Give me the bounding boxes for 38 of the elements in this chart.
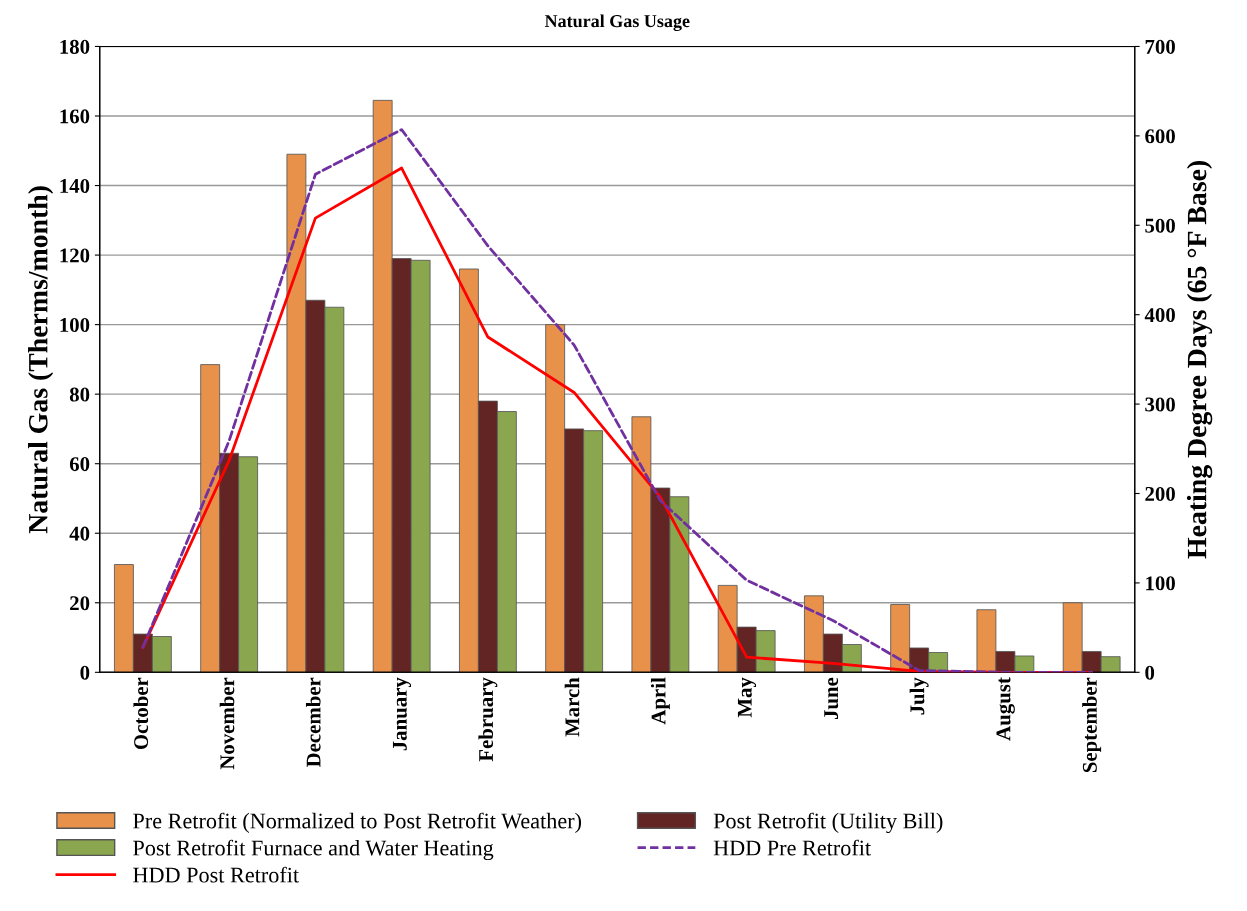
legend-label: HDD Pre Retrofit [713, 839, 871, 856]
x-tick-label: May [737, 677, 757, 718]
y2-tick-label: 0 [1145, 665, 1155, 680]
legend-label: Post Retrofit Furnace and Water Heating [133, 839, 494, 861]
legend-label: HDD Post Retrofit [133, 866, 299, 883]
x-tick-label: December [305, 677, 321, 768]
y-axis-title: Natural Gas (Therms/month) [28, 186, 54, 534]
x-tick-label: October [133, 677, 149, 750]
y2-tick-label: 300 [1145, 397, 1175, 412]
y-tick-label: 180 [60, 39, 90, 54]
x-tick-label: March [564, 677, 580, 737]
y-tick-label: 60 [69, 457, 90, 472]
y-tick-label: 40 [69, 526, 90, 541]
legend-label: Pre Retrofit (Normalized to Post Retrofit Weather) [133, 812, 582, 834]
x-tick-label: June [824, 677, 839, 720]
legend-label: Post Retrofit (Utility Bill) [713, 812, 943, 834]
x-tick-label: August [996, 677, 1015, 741]
y-tick-label: 80 [69, 387, 90, 402]
y-tick-label: 140 [60, 178, 90, 193]
x-tick-label: July [909, 677, 929, 715]
x-tick-label: January [392, 677, 412, 751]
x-tick-label: November [219, 677, 235, 770]
x-tick-label: February [478, 677, 498, 762]
y-tick-label: 100 [60, 317, 90, 333]
y-tick-label: 160 [60, 109, 90, 124]
y2-tick-label: 100 [1146, 576, 1175, 591]
y2-tick-label: 500 [1145, 218, 1175, 233]
x-tick-label: September [1082, 677, 1102, 773]
y2-tick-label: 600 [1145, 129, 1175, 144]
y-tick-label: 120 [60, 248, 90, 263]
chart-title: Natural Gas Usage [544, 14, 690, 31]
x-tick-label: April [650, 677, 670, 725]
y2-tick-label: 400 [1144, 308, 1175, 323]
y-tick-label: 0 [80, 665, 90, 680]
y2-tick-label: 200 [1145, 486, 1175, 501]
y-tick-label: 20 [70, 596, 90, 611]
y2-axis-title: Heating Degree Days (65 °F Base) [1186, 161, 1213, 559]
y2-tick-label: 700 [1145, 39, 1175, 54]
